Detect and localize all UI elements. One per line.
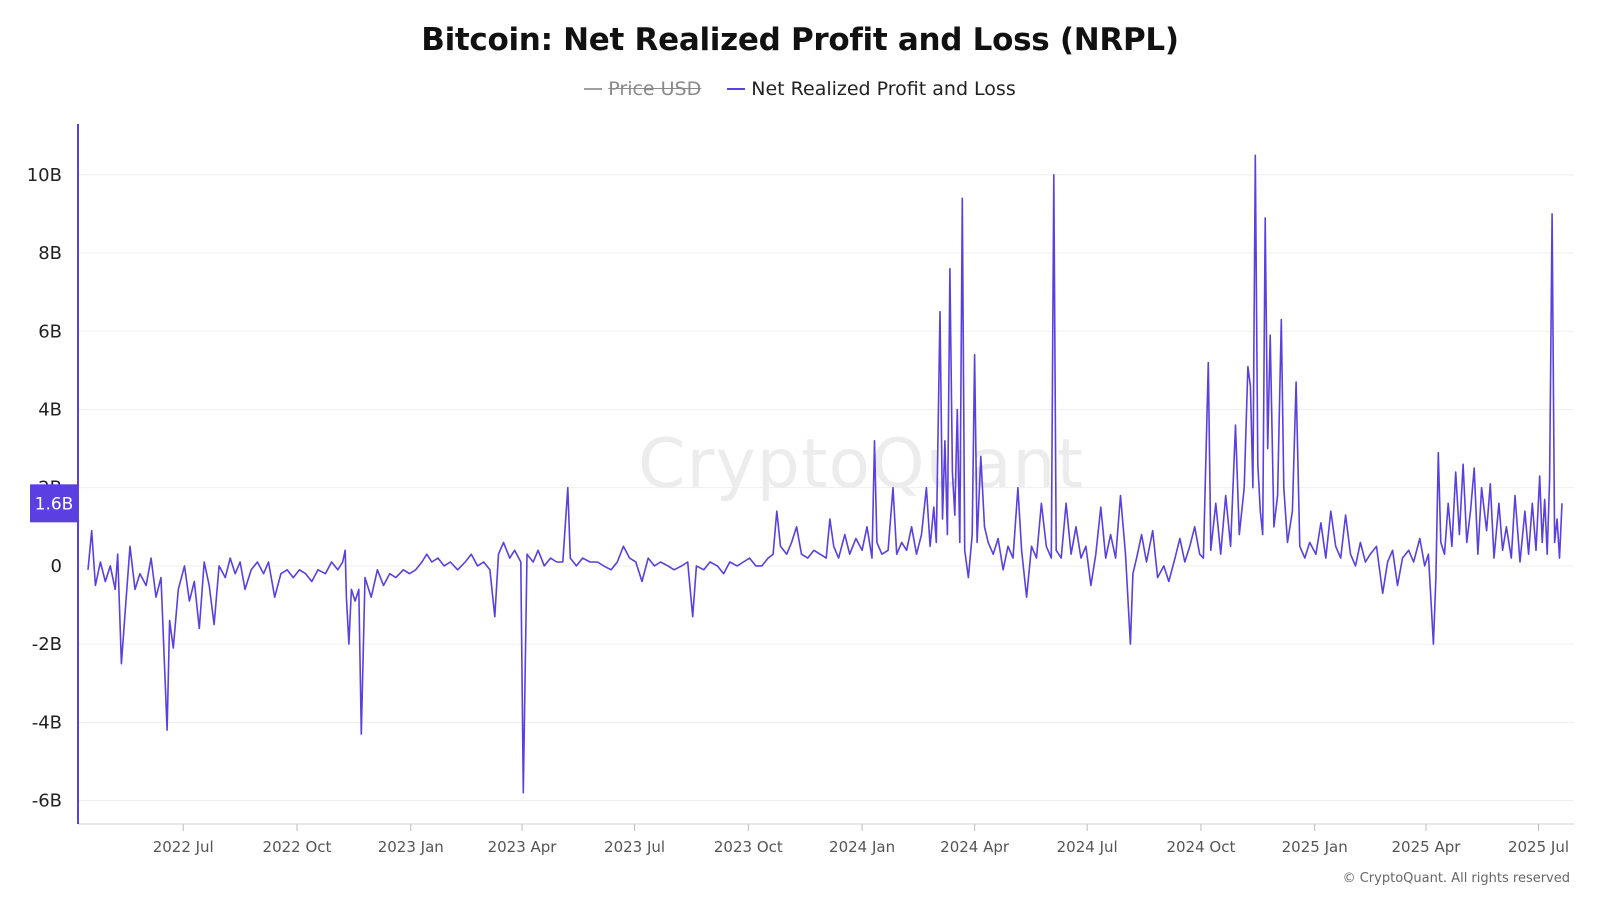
x-tick-label: 2024 Apr bbox=[940, 838, 1010, 856]
watermark-logo: CryptoQuant bbox=[638, 425, 1085, 504]
legend-swatch-nrpl bbox=[727, 88, 746, 90]
y-tick-label: 0 bbox=[51, 556, 62, 577]
nrpl-series-line bbox=[87, 154, 1563, 794]
legend-label-nrpl: Net Realized Profit and Loss bbox=[751, 78, 1016, 100]
y-tick-label: -6B bbox=[32, 791, 62, 812]
chart-legend: Price USD Net Realized Profit and Loss bbox=[0, 78, 1600, 100]
copyright-notice: © CryptoQuant. All rights reserved bbox=[1342, 871, 1570, 886]
x-tick-label: 2023 Apr bbox=[488, 838, 558, 856]
x-tick-label: 2023 Jul bbox=[604, 838, 665, 856]
x-tick-label: 2025 Jul bbox=[1508, 838, 1569, 856]
last-value-badge bbox=[30, 484, 78, 523]
legend-item-nrpl[interactable]: Net Realized Profit and Loss bbox=[727, 78, 1016, 100]
x-tick-label: 2023 Oct bbox=[714, 838, 783, 856]
legend-swatch-price-usd bbox=[584, 88, 603, 90]
legend-item-price-usd[interactable]: Price USD bbox=[584, 78, 701, 100]
last-value-label: 1.6B bbox=[35, 494, 74, 514]
x-tick-label: 2024 Jul bbox=[1057, 838, 1118, 856]
x-tick-label: 2025 Apr bbox=[1392, 838, 1462, 856]
legend-label-price-usd: Price USD bbox=[608, 78, 702, 100]
x-tick-label: 2023 Jan bbox=[378, 838, 444, 856]
y-tick-label: -2B bbox=[32, 634, 62, 655]
y-tick-label: 8B bbox=[38, 243, 62, 264]
y-tick-label: -4B bbox=[32, 712, 62, 733]
x-tick-label: 2022 Oct bbox=[263, 838, 332, 856]
x-tick-label: 2024 Oct bbox=[1166, 838, 1235, 856]
x-tick-label: 2024 Jan bbox=[829, 838, 895, 856]
y-tick-label: 10B bbox=[27, 165, 62, 186]
y-tick-label: 4B bbox=[38, 399, 62, 420]
x-tick-label: 2025 Jan bbox=[1282, 838, 1348, 856]
chart-title: Bitcoin: Net Realized Profit and Loss (N… bbox=[421, 22, 1179, 58]
x-tick-label: 2022 Jul bbox=[153, 838, 214, 856]
y-tick-label: 6B bbox=[38, 321, 62, 342]
